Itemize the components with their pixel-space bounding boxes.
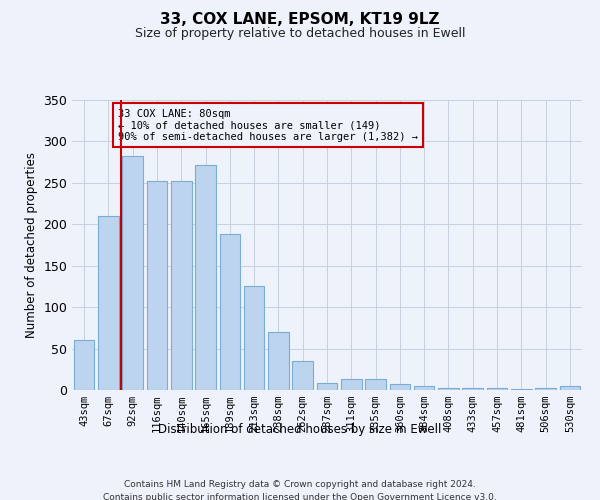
Bar bbox=[389, 384, 410, 390]
Bar bbox=[268, 332, 289, 390]
Bar bbox=[560, 386, 580, 390]
Bar bbox=[341, 379, 362, 390]
Bar bbox=[487, 388, 508, 390]
Bar bbox=[98, 216, 119, 390]
Bar bbox=[220, 234, 240, 390]
Bar bbox=[74, 340, 94, 390]
Bar bbox=[195, 166, 216, 390]
Bar bbox=[414, 386, 434, 390]
Bar bbox=[438, 388, 459, 390]
Text: 33 COX LANE: 80sqm
← 10% of detached houses are smaller (149)
90% of semi-detach: 33 COX LANE: 80sqm ← 10% of detached hou… bbox=[118, 108, 418, 142]
Bar bbox=[365, 379, 386, 390]
Text: Contains HM Land Registry data © Crown copyright and database right 2024.
Contai: Contains HM Land Registry data © Crown c… bbox=[103, 480, 497, 500]
Text: Size of property relative to detached houses in Ewell: Size of property relative to detached ho… bbox=[135, 28, 465, 40]
Bar bbox=[292, 361, 313, 390]
Bar bbox=[535, 388, 556, 390]
Bar bbox=[146, 181, 167, 390]
Y-axis label: Number of detached properties: Number of detached properties bbox=[25, 152, 38, 338]
Bar bbox=[463, 388, 483, 390]
Bar bbox=[122, 156, 143, 390]
Bar bbox=[317, 382, 337, 390]
Text: Distribution of detached houses by size in Ewell: Distribution of detached houses by size … bbox=[158, 422, 442, 436]
Bar bbox=[511, 389, 532, 390]
Bar bbox=[244, 286, 265, 390]
Bar bbox=[171, 181, 191, 390]
Text: 33, COX LANE, EPSOM, KT19 9LZ: 33, COX LANE, EPSOM, KT19 9LZ bbox=[160, 12, 440, 28]
